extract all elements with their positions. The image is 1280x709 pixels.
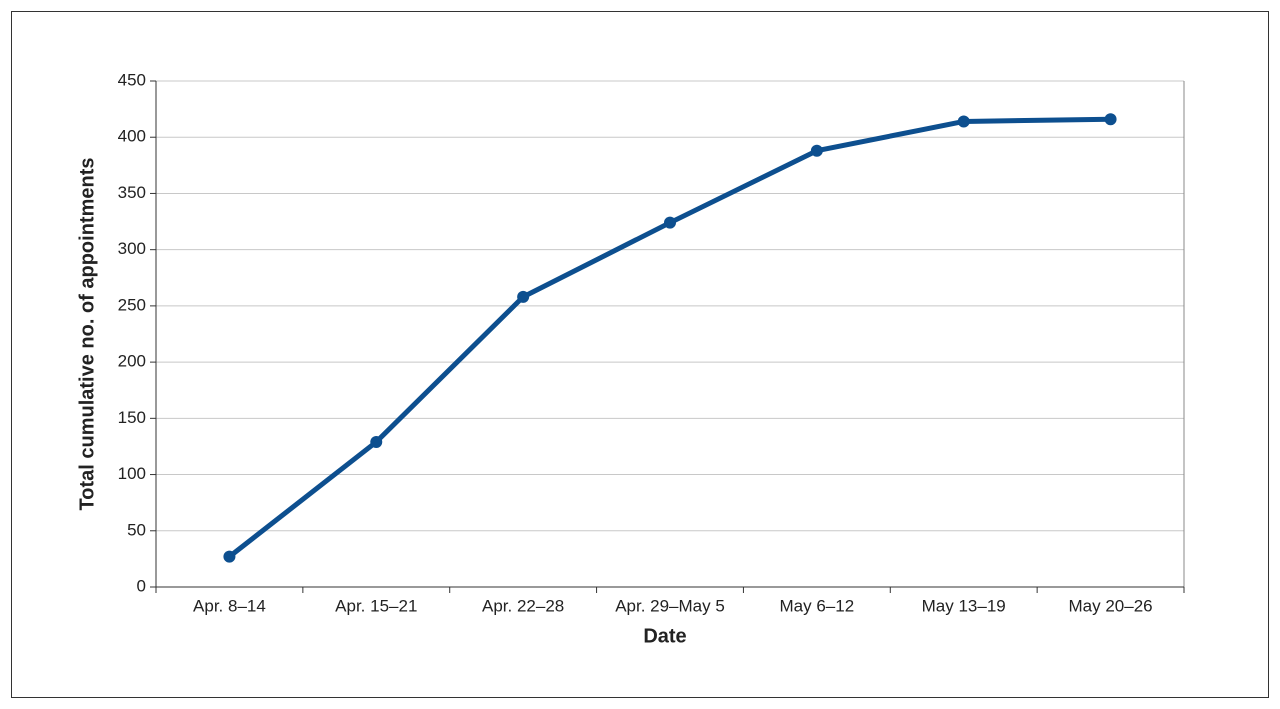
point [223, 550, 236, 563]
y-tick-label: 350 [118, 183, 146, 202]
y-tick-label: 450 [118, 70, 146, 89]
x-tick-label: May 13–19 [922, 596, 1006, 615]
y-tick-label: 50 [127, 520, 146, 539]
x-tick-label: Apr. 22–28 [482, 596, 564, 615]
y-tick-label: 400 [118, 127, 146, 146]
y-axis-title: Total cumulative no. of appointments [76, 158, 98, 511]
x-tick-label: Apr. 8–14 [193, 596, 266, 615]
line [227, 116, 1111, 559]
y-tick-label: 0 [137, 576, 146, 595]
point [957, 115, 970, 128]
x-tick-label: May 6–12 [780, 596, 855, 615]
x-tick-label: May 20–26 [1069, 596, 1153, 615]
x-tick-label: Apr. 29–May 5 [615, 596, 725, 615]
x-axis-title: Date [643, 625, 686, 647]
y-tick-label: 300 [118, 239, 146, 258]
x-tick-label: Apr. 15–21 [335, 596, 417, 615]
point [517, 290, 530, 303]
y-tick-label: 100 [118, 464, 146, 483]
point [1104, 113, 1117, 126]
y-tick-label: 150 [118, 408, 146, 427]
y-tick-label: 250 [118, 295, 146, 314]
point [370, 435, 383, 448]
y-tick-label: 200 [118, 352, 146, 371]
frame [11, 11, 1269, 698]
point [810, 144, 823, 157]
point [664, 216, 676, 229]
